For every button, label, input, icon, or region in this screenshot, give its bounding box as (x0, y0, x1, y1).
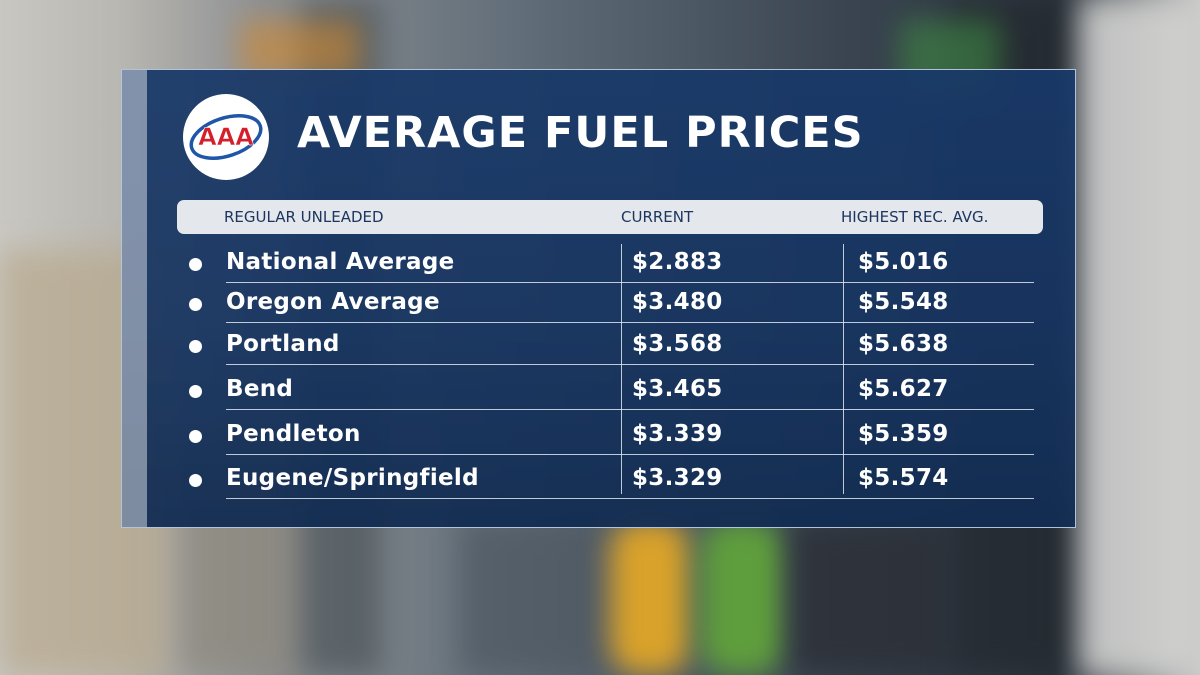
row-location: National Average (226, 249, 455, 275)
row-highest-price: $5.574 (858, 465, 949, 491)
table-row: Oregon Average $3.480 $5.548 (122, 284, 1075, 326)
row-divider (226, 498, 1034, 499)
row-divider (226, 364, 1034, 365)
row-current-price: $3.480 (632, 289, 723, 315)
fuel-prices-panel: AAA AVERAGE FUEL PRICES REGULAR UNLEADED… (121, 69, 1076, 528)
table-row: Pendleton $3.339 $5.359 (122, 416, 1075, 458)
table-row: National Average $2.883 $5.016 (122, 244, 1075, 286)
column-divider-current (621, 244, 622, 494)
table-row: Portland $3.568 $5.638 (122, 326, 1075, 368)
row-divider (226, 409, 1034, 410)
bullet-icon (189, 340, 202, 353)
row-divider (226, 322, 1034, 323)
panel-side-strip (122, 70, 147, 527)
page-title: AVERAGE FUEL PRICES (297, 108, 864, 158)
bullet-icon (189, 385, 202, 398)
row-current-price: $2.883 (632, 249, 723, 275)
row-location: Bend (226, 376, 294, 402)
row-current-price: $3.568 (632, 331, 723, 357)
row-divider (226, 282, 1034, 283)
bullet-icon (189, 258, 202, 271)
row-highest-price: $5.016 (858, 249, 949, 275)
bullet-icon (189, 474, 202, 487)
bullet-icon (189, 430, 202, 443)
row-location: Oregon Average (226, 289, 440, 315)
header-regular-unleaded: REGULAR UNLEADED (224, 208, 384, 226)
table-row: Bend $3.465 $5.627 (122, 371, 1075, 413)
row-highest-price: $5.627 (858, 376, 949, 402)
header-current: CURRENT (621, 208, 694, 226)
row-highest-price: $5.359 (858, 421, 949, 447)
row-location: Eugene/Springfield (226, 465, 479, 491)
row-current-price: $3.339 (632, 421, 723, 447)
aaa-logo-text: AAA (198, 123, 254, 151)
table-row: Eugene/Springfield $3.329 $5.574 (122, 460, 1075, 502)
row-location: Pendleton (226, 421, 361, 447)
row-divider (226, 454, 1034, 455)
header-highest: HIGHEST REC. AVG. (841, 208, 989, 226)
row-current-price: $3.465 (632, 376, 723, 402)
row-current-price: $3.329 (632, 465, 723, 491)
column-divider-highest (843, 244, 844, 494)
row-highest-price: $5.548 (858, 289, 949, 315)
table-header: REGULAR UNLEADED CURRENT HIGHEST REC. AV… (177, 200, 1043, 234)
row-highest-price: $5.638 (858, 331, 949, 357)
bullet-icon (189, 298, 202, 311)
row-location: Portland (226, 331, 340, 357)
aaa-logo-icon: AAA (183, 94, 269, 180)
